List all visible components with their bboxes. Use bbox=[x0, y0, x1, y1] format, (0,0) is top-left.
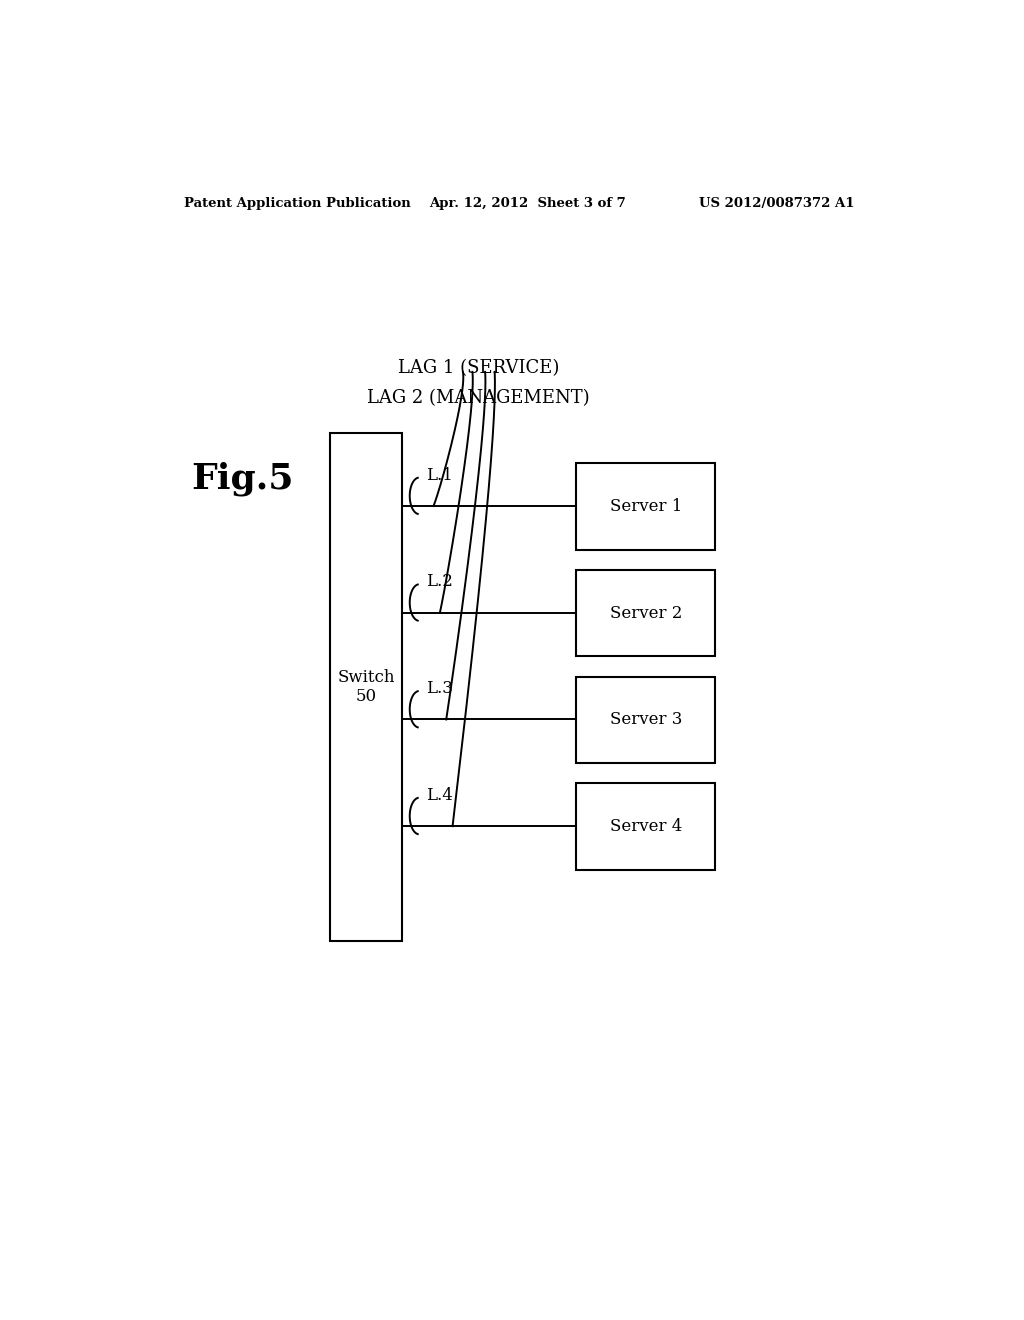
Text: L.3: L.3 bbox=[426, 680, 453, 697]
Text: Server 4: Server 4 bbox=[609, 818, 682, 836]
Text: Switch
50: Switch 50 bbox=[337, 669, 395, 705]
Bar bbox=[577, 463, 716, 549]
Text: L.2: L.2 bbox=[426, 573, 453, 590]
Text: Server 2: Server 2 bbox=[609, 605, 682, 622]
Bar bbox=[331, 433, 401, 941]
Text: LAG 1 (SERVICE): LAG 1 (SERVICE) bbox=[398, 359, 559, 378]
Bar bbox=[577, 570, 716, 656]
Text: L.1: L.1 bbox=[426, 467, 453, 483]
Bar bbox=[577, 784, 716, 870]
Bar bbox=[577, 677, 716, 763]
Text: L.4: L.4 bbox=[426, 787, 453, 804]
Text: Fig.5: Fig.5 bbox=[191, 461, 294, 496]
Text: Server 1: Server 1 bbox=[609, 498, 682, 515]
Text: Server 3: Server 3 bbox=[609, 711, 682, 729]
Text: Apr. 12, 2012  Sheet 3 of 7: Apr. 12, 2012 Sheet 3 of 7 bbox=[430, 197, 627, 210]
Text: LAG 2 (MANAGEMENT): LAG 2 (MANAGEMENT) bbox=[368, 389, 590, 408]
Text: US 2012/0087372 A1: US 2012/0087372 A1 bbox=[699, 197, 855, 210]
Text: Patent Application Publication: Patent Application Publication bbox=[183, 197, 411, 210]
